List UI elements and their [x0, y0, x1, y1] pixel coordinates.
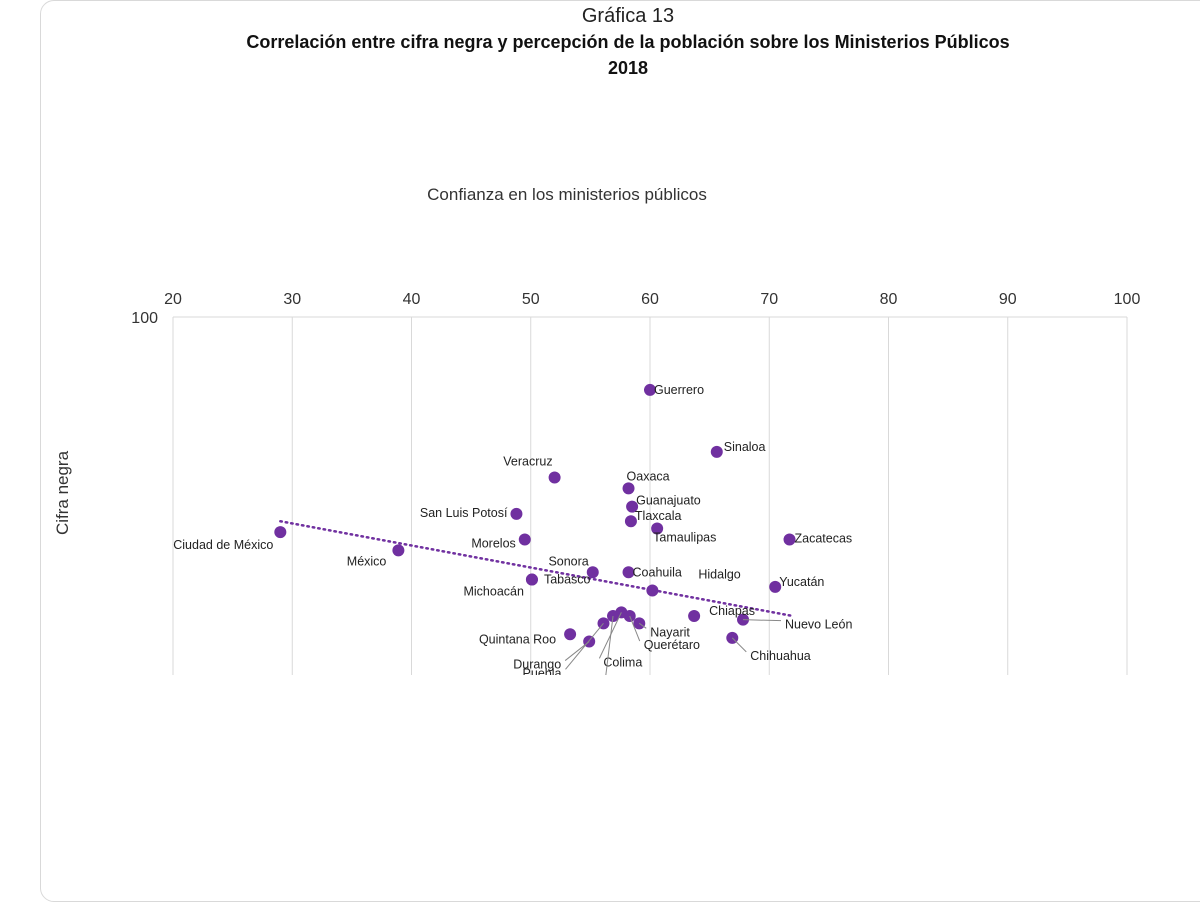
point-label-guerrero: Guerrero	[654, 383, 704, 397]
point-san-luis-potosi	[510, 508, 522, 520]
point-chiapas	[688, 610, 700, 622]
y-tick-label-100: 100	[131, 310, 158, 327]
point-michoacan	[526, 574, 538, 586]
x-tick-label-60: 60	[641, 291, 659, 308]
point-label-quintana-roo: Quintana Roo	[479, 632, 556, 646]
y-axis-label: Cifra negra	[53, 450, 72, 535]
point-label-sinaloa: Sinaloa	[724, 440, 766, 454]
point-label-tamaulipas: Tamaulipas	[653, 531, 716, 545]
point-label-guanajuato: Guanajuato	[636, 494, 701, 508]
x-tick-label-70: 70	[760, 291, 778, 308]
point-label-ciudad-de-mexico: Ciudad de México	[173, 538, 273, 552]
x-tick-label-100: 100	[1114, 291, 1141, 308]
point-label-queretaro: Querétaro	[644, 638, 700, 652]
x-tick-label-50: 50	[522, 291, 540, 308]
point-sinaloa	[711, 446, 723, 458]
point-label-chiapas: Chiapas	[709, 604, 755, 618]
chart-supertitle: Gráfica 13	[582, 5, 674, 27]
point-veracruz	[549, 471, 561, 483]
scatter-chart: Gráfica 13 Correlación entre cifra negra…	[0, 0, 1200, 675]
point-label-yucatan: Yucatán	[779, 575, 824, 589]
point-label-puebla: Puebla	[523, 666, 562, 675]
point-label-chihuahua: Chihuahua	[750, 649, 811, 663]
point-label-coahuila: Coahuila	[633, 565, 682, 579]
point-label-oaxaca: Oaxaca	[627, 469, 670, 483]
point-mexico	[392, 544, 404, 556]
point-label-zacatecas: Zacatecas	[795, 531, 853, 545]
point-ciudad-de-mexico	[274, 526, 286, 538]
chart-title-line1: Correlación entre cifra negra y percepci…	[246, 32, 1009, 52]
chart-frame: Gráfica 13 Correlación entre cifra negra…	[0, 0, 1200, 675]
chart-title-line2: 2018	[608, 58, 648, 78]
point-oaxaca	[623, 482, 635, 494]
point-label-hidalgo: Hidalgo	[698, 568, 740, 582]
x-axis-label: Confianza en los ministerios públicos	[427, 185, 707, 204]
x-tick-label-30: 30	[283, 291, 301, 308]
leader-line-chihuahua	[732, 638, 746, 652]
point-quintana-roo	[564, 628, 576, 640]
point-morelos	[519, 533, 531, 545]
x-tick-label-80: 80	[880, 291, 898, 308]
x-tick-label-40: 40	[403, 291, 421, 308]
point-hidalgo	[646, 585, 658, 597]
point-label-tabasco: Tabasco	[544, 573, 591, 587]
point-label-colima: Colima	[603, 655, 642, 669]
point-label-michoacan: Michoacán	[463, 585, 523, 599]
label-layer: GuerreroSinaloaVeracruzOaxacaGuanajuatoT…	[173, 383, 852, 675]
point-label-mexico: México	[347, 554, 387, 568]
point-label-nuevo-leon: Nuevo León	[785, 618, 852, 632]
point-label-tlaxcala: Tlaxcala	[635, 509, 682, 523]
x-tick-label-20: 20	[164, 291, 182, 308]
point-label-morelos: Morelos	[471, 536, 515, 550]
point-label-veracruz: Veracruz	[503, 454, 552, 468]
point-label-sonora: Sonora	[548, 554, 588, 568]
x-tick-label-90: 90	[999, 291, 1017, 308]
point-label-san-luis-potosi: San Luis Potosí	[420, 506, 508, 520]
